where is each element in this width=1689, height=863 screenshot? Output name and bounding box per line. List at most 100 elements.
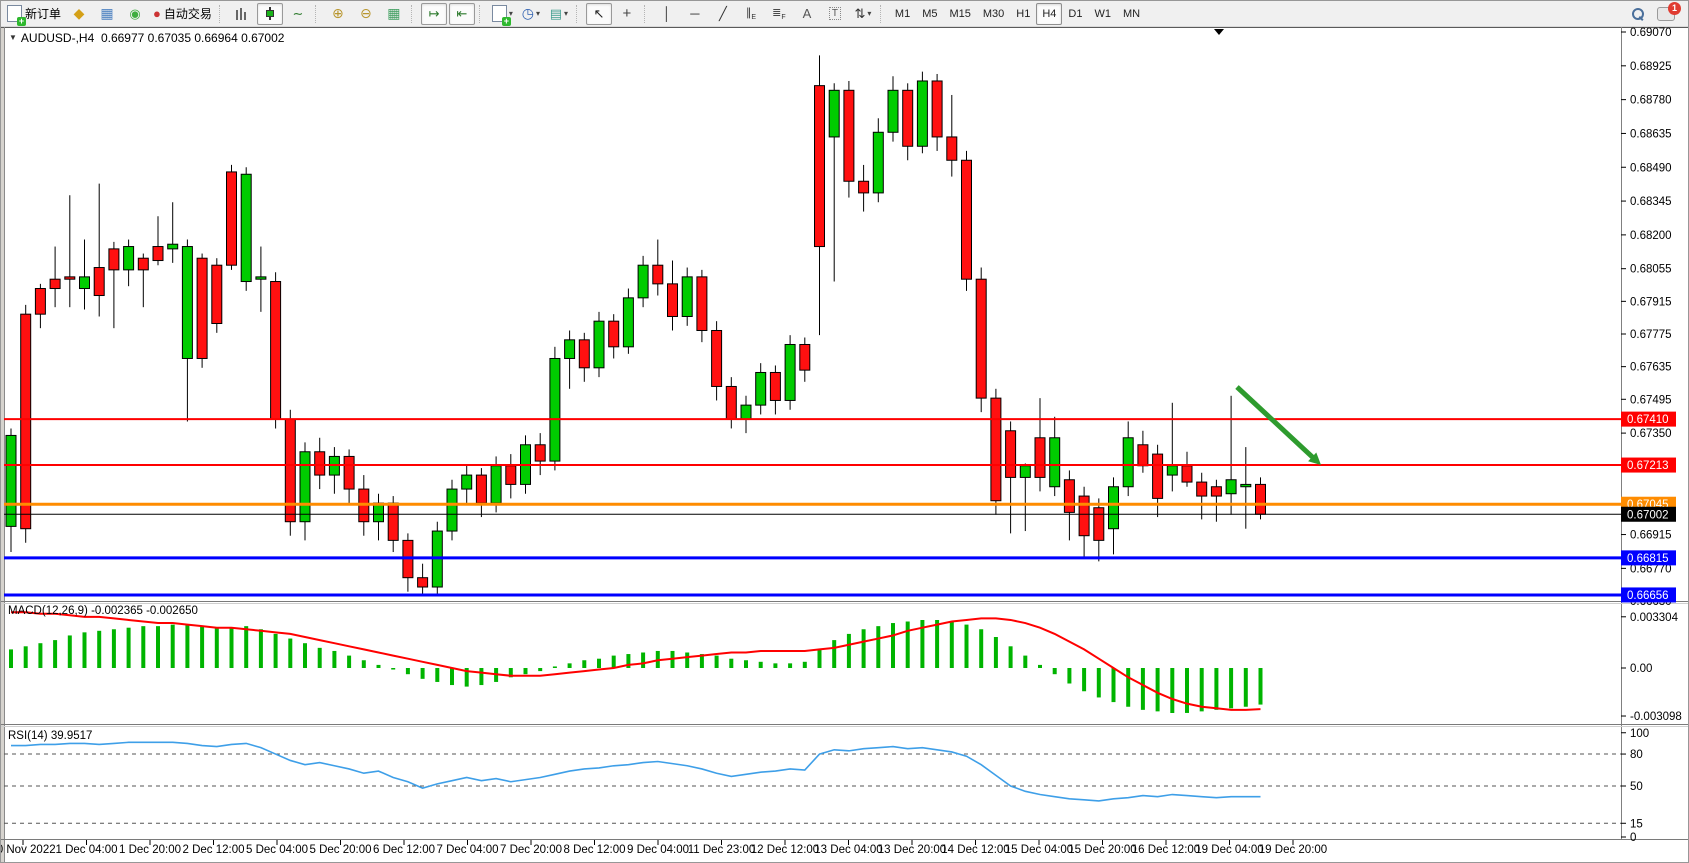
candle-body <box>769 371 781 401</box>
candle-body <box>1034 437 1046 478</box>
timeframe-W1[interactable]: W1 <box>1094 7 1111 20</box>
rsi-level-lines <box>4 753 1621 824</box>
candle-body <box>534 444 546 462</box>
autotrading-button[interactable]: ● 自动交易 <box>150 3 215 25</box>
time-label: 13 Dec 04:00 <box>814 844 882 856</box>
timeframe-D1[interactable]: D1 <box>1068 7 1083 20</box>
panel-separator-macd-rsi[interactable] <box>1 724 1689 727</box>
template-icon: ▤ <box>549 5 563 21</box>
chart-shift-icon: ⇤ <box>456 5 468 21</box>
horizontal-line-button[interactable]: ─ <box>682 3 708 25</box>
svg-text:15: 15 <box>1630 818 1643 830</box>
candle-body <box>622 297 634 348</box>
line-chart-mode-button[interactable]: ∼ <box>285 3 311 25</box>
horizontal-line-icon: ─ <box>690 6 700 21</box>
templates-button[interactable]: ▤ ▾ <box>549 5 569 21</box>
toolbar: + 新订单 ◆ ▦ ◉ ● 自动交易 ∼ ⊕ ⊖ ▦ ↦ ⇤ + ▾ ◷ ▾ ▤ ▾ … <box>1 1 1688 27</box>
hline-badge <box>1621 506 1676 522</box>
candle-body <box>931 80 943 138</box>
symbol-dropdown-icon[interactable]: ▼ <box>9 33 17 42</box>
timeframe-H1[interactable]: H1 <box>1016 7 1031 20</box>
zoom-in-button[interactable]: ⊕ <box>325 3 351 25</box>
trend-arrow[interactable] <box>1235 385 1321 465</box>
svg-text:0: 0 <box>1630 832 1636 844</box>
cursor-button[interactable]: ↖ <box>585 2 612 25</box>
hline-badge <box>1621 457 1676 473</box>
candle-body <box>1166 465 1178 476</box>
trendline-button[interactable]: ╱ <box>710 3 736 25</box>
hline-badge <box>1621 550 1676 566</box>
candle-body <box>240 173 252 283</box>
svg-text:50: 50 <box>1630 781 1643 793</box>
chart-area[interactable]: 0.69070 0.68925 0.68780 0.68635 0.68490 0.683… <box>1 27 1689 862</box>
timeframe-M5[interactable]: M5 <box>922 7 938 20</box>
timeframe-MN[interactable]: MN <box>1122 7 1141 20</box>
chart-symbol-period: AUDUSD-,H4 <box>20 31 95 45</box>
candle-body <box>255 276 267 280</box>
timeframe-H4[interactable]: H4 <box>1036 2 1063 25</box>
candle-body <box>1240 483 1252 488</box>
time-label: 19 Dec 20:00 <box>1259 844 1327 856</box>
candle-body <box>34 288 46 315</box>
arrows-tool-button[interactable]: ⇅ ▾ <box>854 5 872 21</box>
auto-scroll-button[interactable]: ↦ <box>420 2 447 25</box>
channel-icon: ∥E <box>745 6 756 22</box>
time-label: 9 Dec 04:00 <box>627 844 689 856</box>
panel-separator-main-macd[interactable] <box>1 601 1689 604</box>
candle-body <box>1019 465 1031 478</box>
crosshair-button[interactable]: + <box>614 3 640 25</box>
vertical-line-button[interactable]: │ <box>654 3 680 25</box>
timeframe-M1[interactable]: M1 <box>894 7 911 20</box>
svg-text:0.68925: 0.68925 <box>1630 61 1672 73</box>
timeframe-M15[interactable]: M15 <box>949 7 971 20</box>
time-label: 16 Dec 12:00 <box>1132 844 1200 856</box>
equidistant-channel-button[interactable]: ∥E <box>738 3 764 25</box>
macd-name: MACD(12,26,9) <box>8 605 88 617</box>
time-label: 5 Dec 20:00 <box>309 844 371 856</box>
svg-text:0.69070: 0.69070 <box>1630 27 1672 39</box>
candle-body <box>843 89 855 182</box>
candle-body <box>461 474 473 490</box>
fibonacci-button[interactable]: ≣F <box>766 3 792 25</box>
text-button[interactable]: A <box>794 3 820 25</box>
styler-button[interactable]: ◆ <box>66 3 92 25</box>
rsi-value: 39.9517 <box>50 730 93 742</box>
zoom-out-button[interactable]: ⊖ <box>353 3 379 25</box>
indicators-button[interactable]: + ▾ <box>489 3 516 26</box>
text-label-button[interactable]: T <box>822 3 848 25</box>
search-button[interactable] <box>1625 3 1651 25</box>
candle-body <box>858 180 870 194</box>
candle-body <box>652 264 664 285</box>
tile-windows-button[interactable]: ▦ <box>381 3 407 25</box>
candle-body <box>20 313 32 530</box>
separator <box>314 4 321 23</box>
candle-body <box>181 246 193 359</box>
periods-button[interactable]: ◷ ▾ <box>521 5 541 21</box>
new-order-icon: + <box>7 5 26 26</box>
svg-text:0.68490: 0.68490 <box>1630 162 1672 174</box>
hline-badge-text: 0.67002 <box>1627 509 1669 521</box>
timeframe-M30[interactable]: M30 <box>982 7 1005 20</box>
new-order-button[interactable]: + 新订单 <box>4 3 64 26</box>
candle-body <box>49 278 61 290</box>
candle-body <box>1225 479 1237 495</box>
svg-text:0.67495: 0.67495 <box>1630 394 1672 406</box>
time-label: 13 Dec 20:00 <box>878 844 946 856</box>
candle-body <box>1196 481 1208 497</box>
svg-text:0.67775: 0.67775 <box>1630 329 1672 341</box>
svg-text:0.68200: 0.68200 <box>1630 230 1672 242</box>
rsi-pane <box>11 741 1261 802</box>
separator <box>218 4 225 23</box>
candlestick-mode-button[interactable] <box>256 2 283 25</box>
chart-shift-button[interactable]: ⇤ <box>448 2 475 25</box>
signal-button[interactable]: ◉ <box>122 3 148 25</box>
rsi-label: RSI(14) 39.9517 <box>8 730 92 742</box>
chart-shift-marker[interactable] <box>1214 29 1224 35</box>
candle-body <box>1049 437 1061 488</box>
bar-chart-mode-button[interactable] <box>229 3 255 25</box>
candle-body <box>961 159 972 280</box>
notifications-button[interactable]: 1 <box>1653 1 1681 25</box>
terminal-button[interactable]: ▦ <box>94 3 120 25</box>
rsi-line <box>11 741 1261 802</box>
svg-text:0.66915: 0.66915 <box>1630 530 1672 542</box>
